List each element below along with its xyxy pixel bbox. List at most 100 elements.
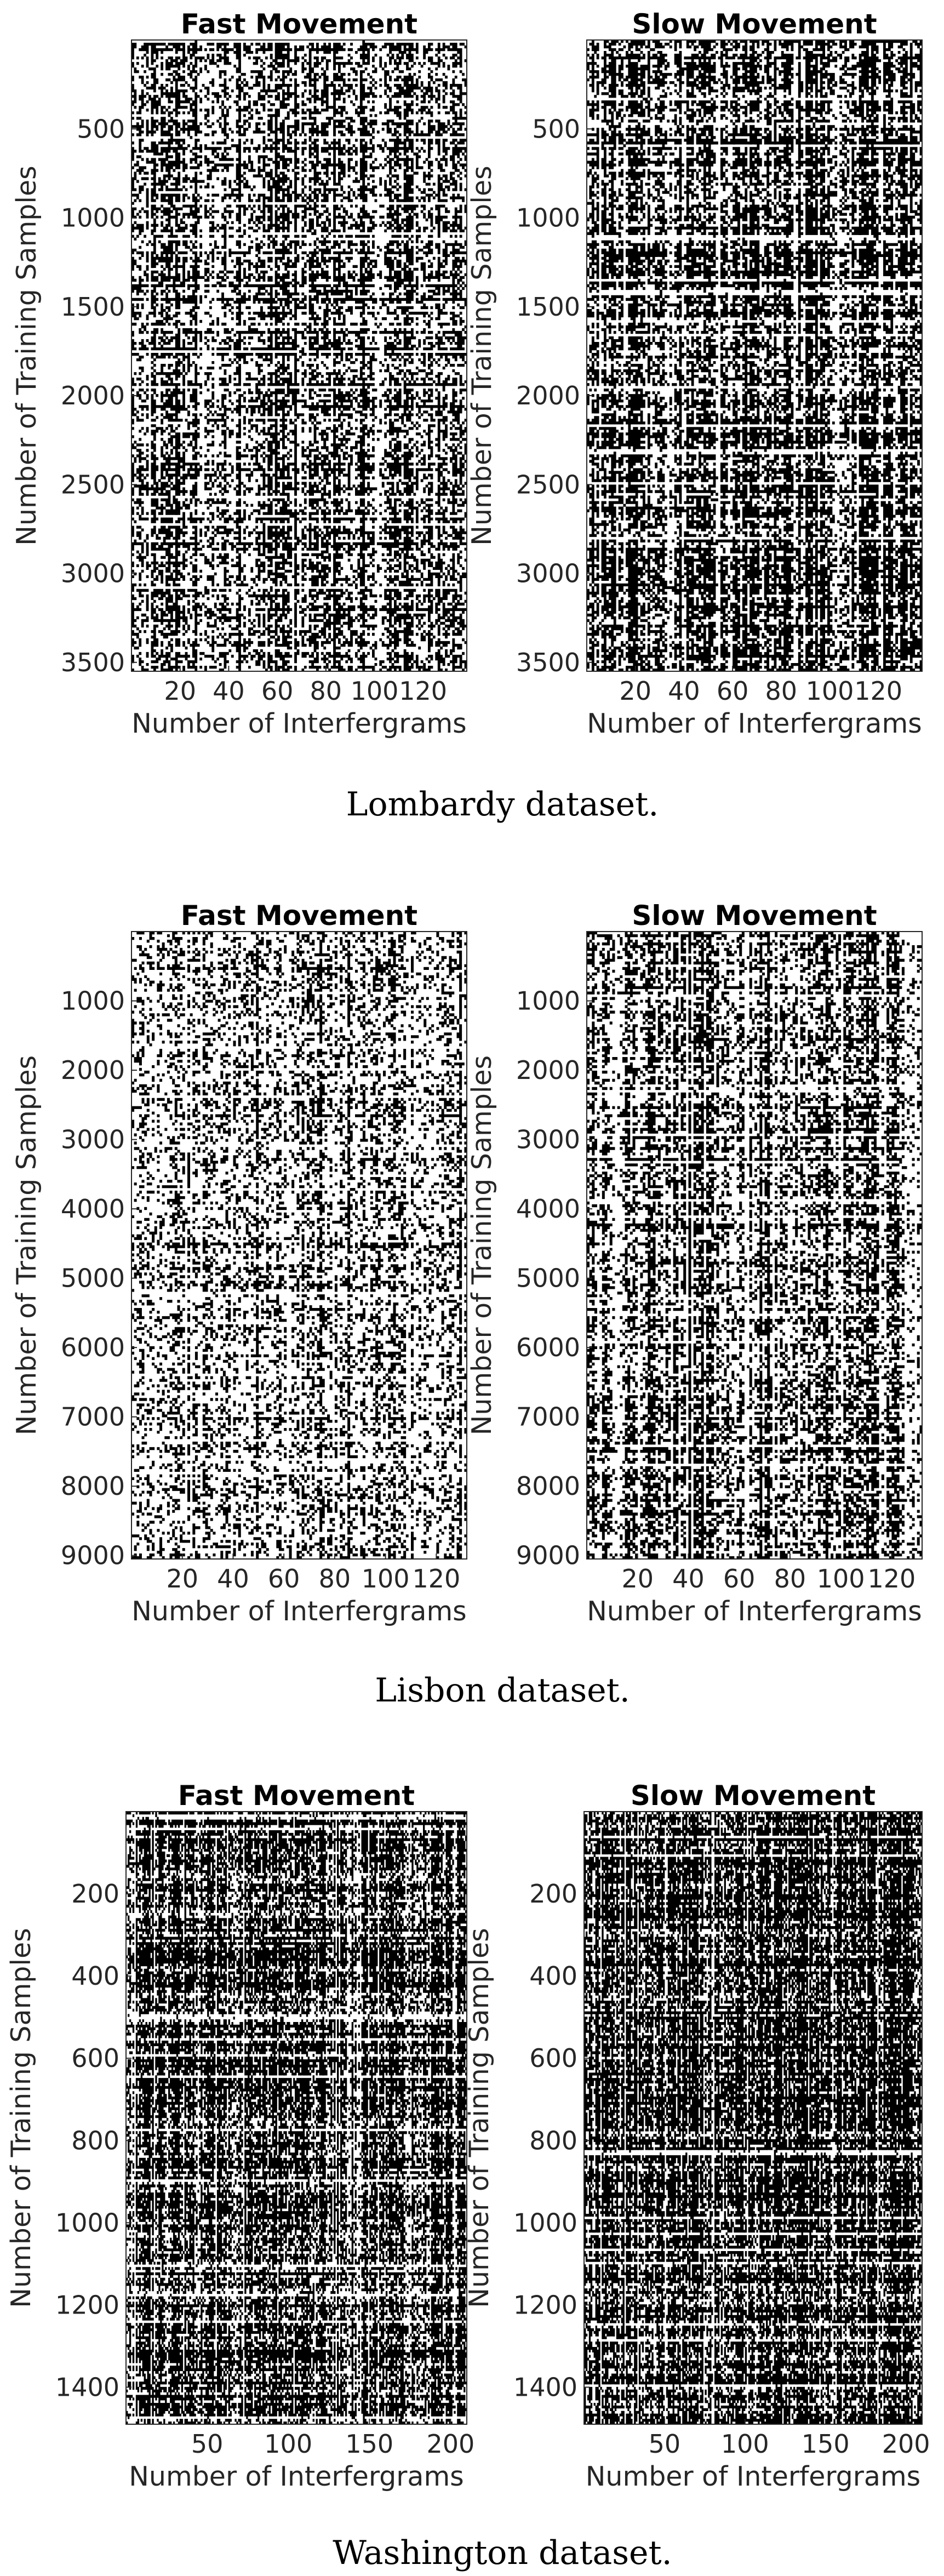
y-tick-label: 8000: [516, 1471, 580, 1501]
y-tick-label: 1400: [55, 2372, 119, 2402]
y-tick-label: 500: [532, 114, 580, 144]
y-tick-label: 7000: [61, 1402, 125, 1432]
x-tick-label: 60: [261, 676, 294, 706]
x-tick-label: 40: [217, 1564, 249, 1593]
x-axis-label: Number of Interfergrams: [131, 708, 466, 739]
y-tick-label: 1000: [513, 2208, 577, 2237]
chart-title: Fast Movement: [181, 900, 417, 932]
y-tick-label: 9000: [516, 1541, 580, 1570]
y-tick-label: 400: [529, 1961, 577, 1991]
y-tick-label: 500: [77, 114, 125, 144]
y-tick-label: 1000: [55, 2208, 119, 2237]
x-tick-label: 20: [166, 1564, 198, 1593]
y-tick-label: 1400: [513, 2372, 577, 2402]
x-tick-label: 100: [362, 1564, 410, 1593]
y-tick-label: 9000: [61, 1541, 125, 1570]
axes-box: [583, 1811, 923, 2425]
y-tick-label: 800: [71, 2126, 119, 2155]
y-tick-label: 600: [529, 2043, 577, 2073]
chart-panel-4: Slow Movement 20 40 60 80 100 120 1000 2000 3000 4…: [466, 900, 923, 1627]
x-tick-label: 100: [721, 2429, 769, 2459]
axes-box: [131, 39, 467, 672]
figure-captions: Lombardy dataset. Lisbon dataset. Washin…: [333, 785, 672, 2572]
x-tick-label: 200: [882, 2429, 930, 2459]
y-tick-label: 1200: [55, 2290, 119, 2320]
y-tick-label: 3000: [516, 1125, 580, 1155]
y-tick-label: 3500: [516, 648, 580, 677]
y-tick-label: 200: [71, 1879, 119, 1909]
x-tick-label: 120: [854, 676, 902, 706]
x-tick-label: 50: [649, 2429, 681, 2459]
chart-title: Slow Movement: [632, 8, 877, 40]
x-tick-label: 80: [774, 1564, 806, 1593]
axes-box: [125, 1811, 467, 2425]
heatmap-matrix: [131, 40, 467, 672]
heatmap-cells: [131, 40, 467, 672]
chart-panel-6: Slow Movement 50 100 150 200 200 400 600 800 1000…: [464, 1780, 930, 2492]
y-tick-label: 2500: [516, 470, 580, 499]
x-tick-label: 20: [621, 1564, 654, 1593]
y-tick-label: 3500: [61, 648, 125, 677]
chart-panel-5: Fast Movement 50 100 150 200 200 400 600 800 1000…: [5, 1780, 474, 2492]
y-tick-label: 3000: [61, 1125, 125, 1155]
axes-box: [131, 931, 467, 1560]
heatmap-matrix: [131, 932, 467, 1560]
y-tick-label: 7000: [516, 1402, 580, 1432]
axes-box: [586, 931, 923, 1560]
axes-box: [586, 39, 923, 672]
y-axis-label: Number of Training Samples: [11, 1055, 42, 1435]
heatmap-matrix: [587, 40, 923, 672]
y-axis-label: Number of Training Samples: [11, 165, 42, 545]
heatmap-cells: [584, 1812, 923, 2425]
y-tick-label: 8000: [61, 1471, 125, 1501]
x-axis-label: Number of Interfergrams: [587, 1596, 922, 1627]
chart-title: Fast Movement: [181, 8, 417, 40]
x-tick-label: 80: [310, 676, 342, 706]
x-tick-label: 120: [399, 676, 447, 706]
x-tick-label: 60: [717, 676, 749, 706]
y-tick-label: 200: [529, 1879, 577, 1909]
y-axis-label: Number of Training Samples: [466, 1055, 497, 1435]
x-tick-label: 40: [213, 676, 245, 706]
heatmap-matrix: [587, 932, 923, 1560]
y-tick-label: 2000: [516, 1055, 580, 1085]
y-tick-label: 3000: [61, 559, 125, 589]
y-tick-label: 5000: [61, 1264, 125, 1293]
x-tick-label: 20: [164, 676, 196, 706]
x-tick-label: 100: [806, 676, 854, 706]
x-tick-label: 100: [351, 676, 399, 706]
y-tick-label: 1500: [516, 292, 580, 322]
caption-lombardy: Lombardy dataset.: [346, 785, 659, 824]
y-tick-label: 800: [529, 2126, 577, 2155]
x-axis-label: Number of Interfergrams: [587, 708, 922, 739]
y-tick-label: 1000: [516, 986, 580, 1016]
y-tick-label: 400: [71, 1961, 119, 1991]
x-tick-label: 40: [668, 676, 700, 706]
x-tick-label: 60: [723, 1564, 756, 1593]
x-tick-label: 100: [817, 1564, 865, 1593]
y-axis-label: Number of Training Samples: [466, 165, 497, 545]
heatmap-matrix: [126, 1812, 467, 2425]
x-tick-label: 120: [412, 1564, 460, 1593]
chart-panel-3: Fast Movement 20 40 60 80 100 120 1000 2000 3000 4…: [11, 900, 467, 1627]
x-axis-label: Number of Interfergrams: [586, 2461, 920, 2492]
y-tick-label: 3000: [516, 559, 580, 589]
x-tick-label: 80: [765, 676, 798, 706]
y-axis-label: Number of Training Samples: [5, 1928, 37, 2307]
x-tick-label: 100: [264, 2429, 312, 2459]
y-tick-label: 6000: [61, 1333, 125, 1362]
x-tick-label: 20: [619, 676, 651, 706]
y-tick-label: 1500: [61, 292, 125, 322]
x-axis-label: Number of Interfergrams: [129, 2461, 464, 2492]
chart-panel-1: Fast Movement 20 40 60 80 100 120 500 1000 1500 20…: [11, 8, 467, 739]
y-tick-label: 2000: [61, 1055, 125, 1085]
y-tick-label: 2500: [61, 470, 125, 499]
x-tick-label: 50: [191, 2429, 224, 2459]
y-tick-label: 4000: [516, 1194, 580, 1224]
chart-title: Slow Movement: [632, 900, 877, 932]
chart-title: Fast Movement: [178, 1780, 415, 1812]
heatmap-matrix: [584, 1812, 923, 2425]
x-tick-label: 40: [672, 1564, 705, 1593]
heatmap-cells: [126, 1812, 467, 2425]
